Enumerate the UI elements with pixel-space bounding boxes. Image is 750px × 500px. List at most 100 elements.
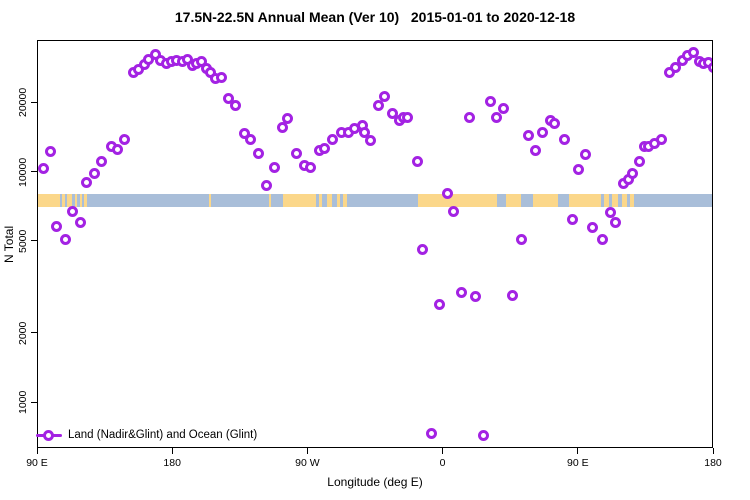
land-segment bbox=[269, 193, 272, 208]
ocean-strip bbox=[37, 193, 713, 208]
data-point bbox=[573, 164, 585, 176]
data-point bbox=[537, 126, 549, 138]
land-segment bbox=[630, 193, 635, 208]
data-point bbox=[656, 133, 668, 145]
y-tick-label: 20000 bbox=[17, 87, 29, 117]
land-segment bbox=[505, 193, 521, 208]
data-point bbox=[687, 47, 699, 59]
data-point bbox=[530, 145, 542, 157]
land-segment bbox=[568, 193, 602, 208]
y-tick-label: 10000 bbox=[17, 156, 29, 187]
land-segment bbox=[417, 193, 497, 208]
land-segment bbox=[612, 193, 618, 208]
data-point bbox=[478, 429, 490, 441]
land-segment bbox=[604, 193, 609, 208]
data-point bbox=[59, 233, 71, 245]
land-segment bbox=[282, 193, 316, 208]
x-axis-title: Longitude (deg E) bbox=[327, 475, 423, 489]
y-tick-mark bbox=[31, 171, 37, 173]
data-point bbox=[707, 61, 713, 73]
data-point bbox=[464, 112, 476, 124]
land-segment bbox=[622, 193, 627, 208]
data-point bbox=[358, 126, 370, 138]
data-point bbox=[238, 128, 250, 140]
data-point bbox=[627, 167, 639, 179]
data-point bbox=[268, 162, 280, 174]
x-tick-mark bbox=[577, 448, 579, 454]
data-point bbox=[507, 289, 519, 301]
data-point bbox=[80, 176, 92, 188]
data-point bbox=[485, 95, 497, 107]
land-segment bbox=[326, 193, 333, 208]
x-tick-mark bbox=[442, 448, 444, 454]
data-point bbox=[118, 133, 130, 145]
y-tick-mark bbox=[31, 240, 37, 242]
y-tick-mark bbox=[31, 332, 37, 334]
data-point bbox=[88, 167, 100, 179]
land-segment bbox=[336, 193, 340, 208]
x-tick-mark bbox=[306, 448, 308, 454]
data-point bbox=[252, 147, 264, 159]
data-point bbox=[412, 155, 423, 167]
data-point bbox=[634, 156, 646, 168]
coastline-map-strip-layer bbox=[37, 40, 713, 448]
data-point bbox=[304, 162, 316, 174]
data-point bbox=[442, 188, 454, 200]
data-point bbox=[276, 121, 288, 133]
y-tick-label: 1000 bbox=[17, 390, 29, 414]
data-point bbox=[597, 234, 609, 246]
data-point bbox=[51, 220, 63, 232]
land-segment bbox=[37, 193, 61, 208]
data-point bbox=[66, 205, 78, 217]
data-point bbox=[587, 222, 599, 234]
y-tick-label: 2000 bbox=[17, 320, 29, 345]
data-point bbox=[229, 100, 241, 112]
data-point bbox=[580, 148, 592, 160]
data-point bbox=[281, 113, 293, 125]
y-axis-title: N Total bbox=[2, 225, 16, 263]
y-tick-mark bbox=[31, 101, 37, 103]
x-tick-label: 90 W bbox=[295, 457, 320, 469]
data-point bbox=[290, 147, 302, 159]
data-point bbox=[470, 290, 482, 302]
data-point bbox=[491, 111, 503, 123]
data-point bbox=[318, 142, 330, 154]
land-segment bbox=[79, 193, 83, 208]
data-point bbox=[559, 133, 571, 145]
x-tick-mark bbox=[171, 448, 173, 454]
data-point bbox=[567, 213, 579, 225]
data-point bbox=[222, 92, 234, 104]
x-tick-mark bbox=[712, 448, 714, 454]
data-point bbox=[44, 146, 56, 158]
data-point bbox=[372, 100, 384, 112]
data-point bbox=[417, 244, 429, 256]
land-segment bbox=[84, 193, 88, 208]
x-tick-label: 90 E bbox=[566, 457, 589, 469]
land-segment bbox=[343, 193, 348, 208]
x-tick-mark bbox=[36, 448, 38, 454]
data-point bbox=[456, 286, 468, 298]
data-point bbox=[326, 133, 338, 145]
land-segment bbox=[61, 193, 65, 208]
land-segment bbox=[532, 193, 558, 208]
data-point bbox=[498, 103, 510, 115]
land-segment bbox=[67, 193, 73, 208]
data-point bbox=[74, 216, 86, 228]
data-point bbox=[434, 299, 446, 311]
data-point bbox=[402, 112, 414, 124]
land-segment bbox=[209, 193, 212, 208]
data-point bbox=[523, 130, 535, 142]
x-tick-label: 0 bbox=[439, 457, 446, 469]
data-point bbox=[364, 135, 376, 147]
data-point bbox=[426, 427, 438, 439]
data-point bbox=[516, 233, 528, 245]
chart-title: 17.5N-22.5N Annual Mean (Ver 10) 2015-01… bbox=[174, 9, 576, 25]
data-point bbox=[244, 133, 256, 145]
land-segment bbox=[318, 193, 323, 208]
data-point bbox=[610, 216, 622, 228]
data-point bbox=[605, 207, 617, 219]
data-point bbox=[142, 54, 154, 66]
data-point bbox=[215, 71, 227, 83]
data-point bbox=[95, 156, 107, 168]
